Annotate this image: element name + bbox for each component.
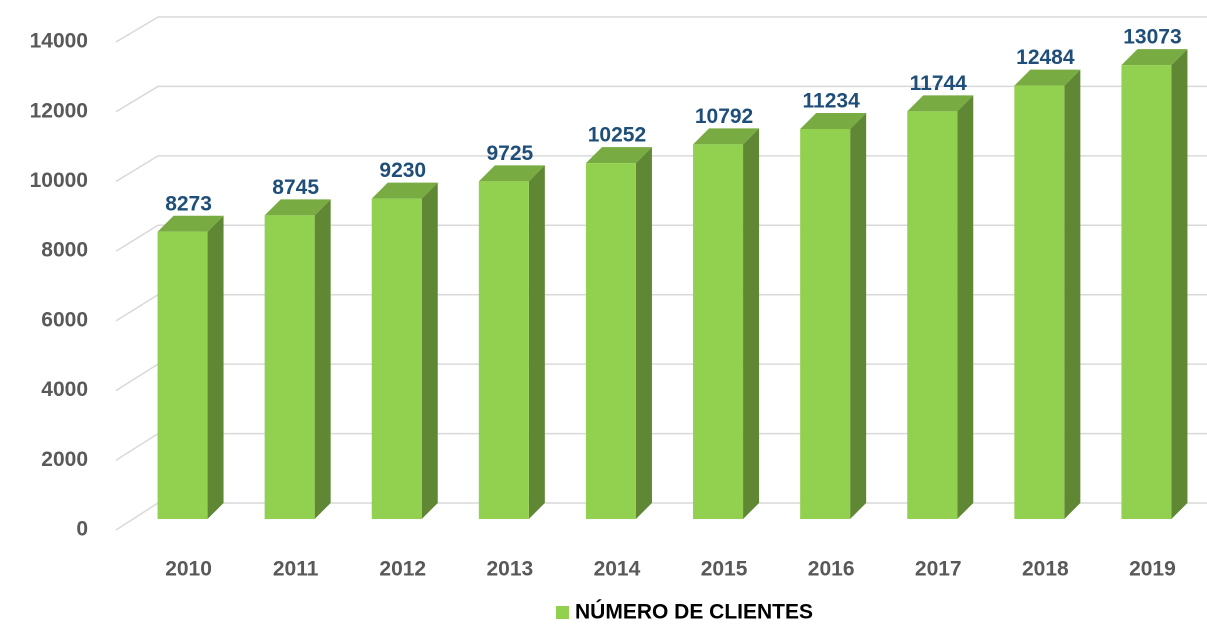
y-tick-label: 2000	[41, 448, 88, 471]
bar-front	[371, 198, 422, 519]
legend-swatch	[556, 606, 569, 619]
bar	[585, 147, 652, 520]
x-tick-label: 2013	[486, 558, 533, 581]
x-tick-label: 2017	[915, 558, 962, 581]
bar-side	[314, 199, 331, 519]
value-label: 10792	[695, 105, 753, 128]
bar-front	[907, 111, 958, 519]
bar	[1121, 49, 1188, 519]
bar-top	[264, 199, 331, 216]
y-tick-label: 4000	[41, 378, 88, 401]
x-tick-label: 2018	[1022, 558, 1069, 581]
bar-side	[207, 215, 224, 519]
grid-line	[115, 16, 1207, 43]
bar	[371, 182, 438, 519]
bar-side	[1064, 69, 1081, 519]
y-tick-label: 6000	[41, 308, 88, 331]
bar-top	[1121, 49, 1188, 66]
bar-top	[907, 95, 974, 112]
bar	[1014, 69, 1081, 519]
y-tick-label: 0	[76, 518, 88, 541]
value-label: 11744	[910, 72, 968, 95]
bar-front	[264, 215, 315, 519]
bar-top	[371, 182, 438, 199]
bar-side	[635, 147, 652, 520]
bar-front	[157, 231, 208, 519]
bar-front	[478, 181, 529, 519]
y-tick-label: 12000	[30, 99, 88, 122]
bar-front	[585, 163, 636, 520]
y-tick-label: 14000	[30, 30, 88, 53]
bar-front	[693, 144, 744, 519]
x-tick-label: 2019	[1129, 558, 1176, 581]
bar-side	[1171, 49, 1188, 519]
bar	[693, 128, 760, 519]
value-label: 12484	[1016, 46, 1075, 69]
y-tick-label: 10000	[30, 169, 88, 192]
bar-top	[693, 128, 760, 145]
y-tick-label: 8000	[41, 239, 88, 262]
bar-front	[1121, 65, 1172, 519]
bar-front	[1014, 85, 1065, 519]
bar-side	[957, 95, 974, 519]
bar	[907, 95, 974, 519]
bar	[157, 215, 224, 519]
grid-line	[115, 85, 1207, 113]
bar-top	[800, 113, 867, 130]
x-tick-label: 2016	[808, 558, 855, 581]
bar-top	[1014, 69, 1081, 86]
bar-top	[157, 215, 224, 232]
value-label: 9725	[486, 142, 533, 165]
value-label: 10252	[588, 124, 646, 147]
value-label: 8273	[165, 192, 212, 215]
bar-side	[743, 128, 760, 519]
bar-front	[800, 129, 851, 519]
bar-top	[585, 147, 652, 164]
x-tick-label: 2012	[379, 558, 426, 581]
bar-side	[850, 113, 867, 519]
value-label: 13073	[1123, 26, 1181, 49]
bar	[478, 165, 545, 519]
bar-side	[421, 182, 438, 519]
value-label: 11234	[803, 90, 861, 113]
bar	[800, 113, 867, 519]
value-label: 9230	[379, 159, 426, 182]
x-tick-label: 2014	[594, 558, 641, 581]
x-tick-label: 2015	[701, 558, 748, 581]
bar-top	[478, 165, 545, 182]
value-label: 8745	[272, 176, 319, 199]
legend-label: NÚMERO DE CLIENTES	[575, 600, 813, 624]
bar-side	[528, 165, 545, 519]
x-tick-label: 2011	[273, 558, 319, 581]
bar	[264, 199, 331, 519]
x-tick-label: 2010	[165, 558, 212, 581]
